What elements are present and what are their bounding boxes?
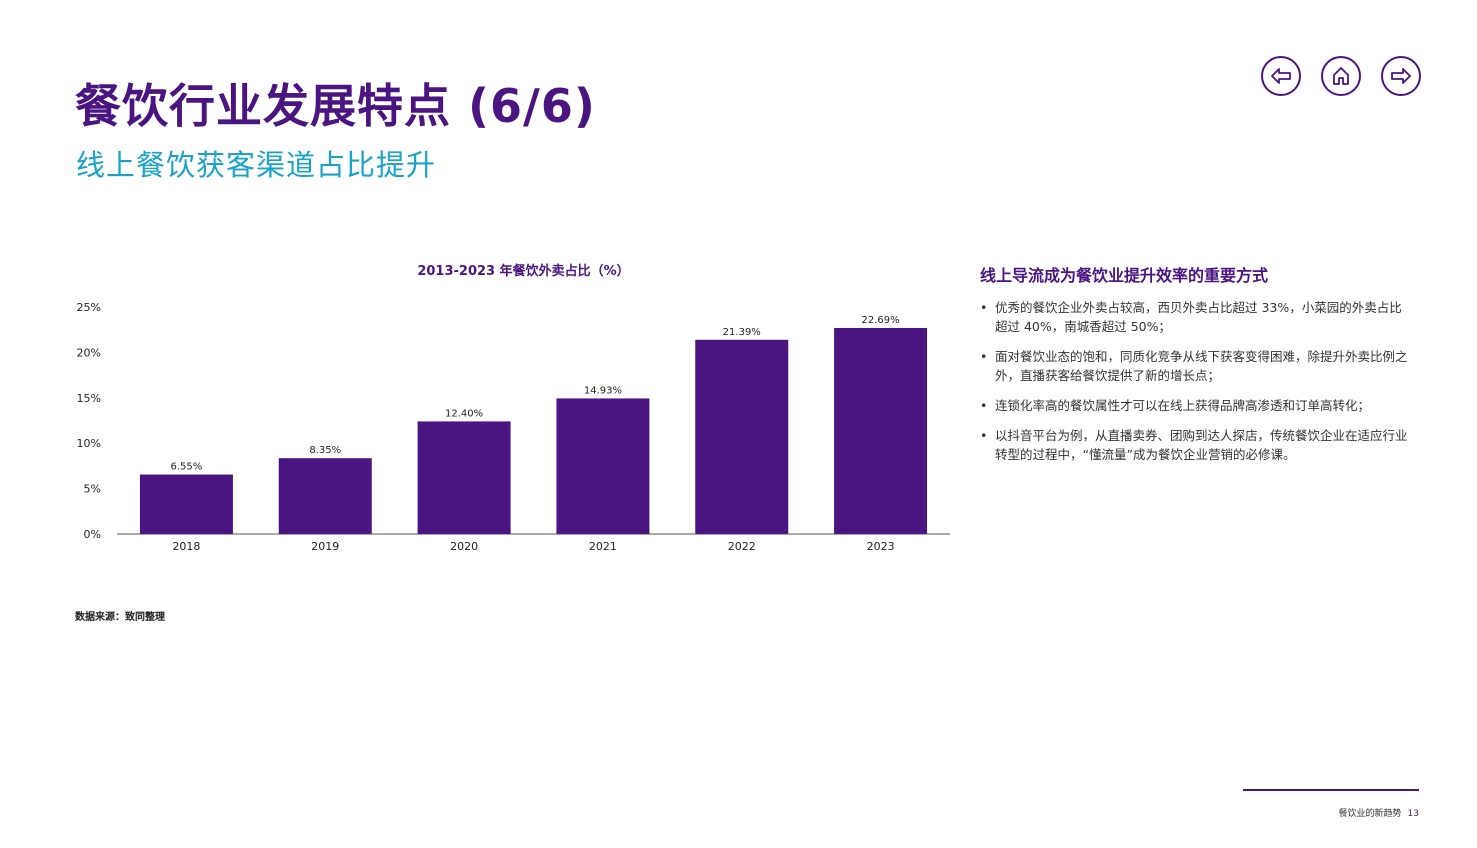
y-tick-label: 10% bbox=[77, 437, 101, 450]
bar-chart: 2013-2023 年餐饮外卖占比（%） 0% 5% 10% 15% 20% 25% 6.55… bbox=[77, 263, 950, 553]
bullet-list: 优秀的餐饮企业外卖占较高，西贝外卖占比超过 33%，小菜园的外卖占比超过 40%… bbox=[980, 298, 1410, 464]
bar bbox=[695, 339, 789, 534]
panel-title: 线上导流成为餐饮业提升效率的重要方式 bbox=[980, 266, 1269, 285]
y-tick-label: 0% bbox=[84, 528, 101, 541]
arrow-left-icon bbox=[1271, 68, 1291, 84]
bullet-item: 以抖音平台为例，从直播卖券、团购到达人探店，传统餐饮企业在适应行业转型的过程中，… bbox=[980, 426, 1410, 464]
x-tick-label: 2023 bbox=[867, 540, 895, 553]
data-label: 12.40% bbox=[445, 408, 483, 419]
bar bbox=[556, 398, 650, 534]
page-title: 餐饮行业发展特点 (6/6) bbox=[75, 79, 596, 133]
x-tick-label: 2018 bbox=[172, 540, 200, 553]
page-subtitle: 线上餐饮获客渠道占比提升 bbox=[76, 148, 437, 182]
x-tick-label: 2021 bbox=[589, 540, 617, 553]
nav-buttons bbox=[1261, 56, 1421, 96]
home-button[interactable] bbox=[1321, 56, 1361, 96]
insight-panel: 线上导流成为餐饮业提升效率的重要方式 优秀的餐饮企业外卖占较高，西贝外卖占比超过… bbox=[980, 262, 1410, 475]
data-label: 6.55% bbox=[171, 462, 203, 473]
footer-divider bbox=[1243, 789, 1419, 791]
x-tick-label: 2020 bbox=[450, 540, 478, 553]
y-tick-label: 20% bbox=[77, 346, 101, 359]
bar bbox=[278, 458, 372, 534]
page-number: 13 bbox=[1407, 809, 1419, 819]
footer: 餐饮业的新趋势 13 bbox=[1339, 806, 1419, 819]
y-tick-label: 15% bbox=[77, 392, 101, 405]
prev-button[interactable] bbox=[1261, 56, 1301, 96]
bar bbox=[139, 474, 233, 534]
x-tick-label: 2019 bbox=[311, 540, 339, 553]
home-icon bbox=[1333, 67, 1349, 85]
y-tick-label: 5% bbox=[84, 483, 101, 496]
bullet-item: 连锁化率高的餐饮属性才可以在线上获得品牌高渗透和订单高转化； bbox=[980, 396, 1410, 415]
y-tick-label: 25% bbox=[77, 301, 101, 314]
bullet-item: 面对餐饮业态的饱和，同质化竞争从线下获客变得困难，除提升外卖比例之外，直播获客给… bbox=[980, 347, 1410, 385]
bullet-item: 优秀的餐饮企业外卖占较高，西贝外卖占比超过 33%，小菜园的外卖占比超过 40%… bbox=[980, 298, 1410, 336]
next-button[interactable] bbox=[1381, 56, 1421, 96]
data-source-note: 数据来源：致同整理 bbox=[75, 612, 165, 623]
chart-title: 2013-2023 年餐饮外卖占比（%） bbox=[417, 263, 629, 279]
data-label: 8.35% bbox=[309, 445, 341, 456]
x-tick-label: 2022 bbox=[728, 540, 756, 553]
data-label: 22.69% bbox=[862, 315, 900, 326]
arrow-right-icon bbox=[1391, 68, 1411, 84]
bar bbox=[834, 327, 928, 534]
bar bbox=[417, 421, 511, 534]
data-label: 14.93% bbox=[584, 385, 622, 396]
data-label: 21.39% bbox=[723, 327, 761, 338]
footer-label: 餐饮业的新趋势 bbox=[1338, 809, 1402, 819]
